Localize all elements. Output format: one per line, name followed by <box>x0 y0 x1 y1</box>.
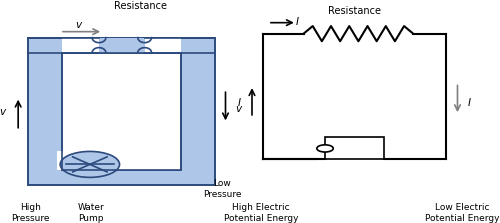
Circle shape <box>317 145 334 152</box>
Text: $v$: $v$ <box>74 20 83 30</box>
Text: $I$: $I$ <box>468 95 472 107</box>
Text: Resistance: Resistance <box>114 1 166 11</box>
FancyBboxPatch shape <box>62 53 181 170</box>
Text: $I$: $I$ <box>296 15 300 27</box>
Text: +: + <box>328 142 338 155</box>
FancyBboxPatch shape <box>28 38 216 185</box>
FancyBboxPatch shape <box>94 38 149 53</box>
Text: −: − <box>372 141 384 155</box>
Text: High
Pressure: High Pressure <box>11 203 50 223</box>
FancyBboxPatch shape <box>57 151 122 170</box>
Text: Water
Pump: Water Pump <box>78 203 104 223</box>
Text: $I$: $I$ <box>238 95 242 107</box>
Circle shape <box>60 151 120 177</box>
FancyBboxPatch shape <box>144 38 181 53</box>
FancyBboxPatch shape <box>64 166 180 170</box>
Text: Low
Pressure: Low Pressure <box>203 179 241 199</box>
Text: Power
Supply: Power Supply <box>347 139 376 158</box>
Text: $v$: $v$ <box>235 103 244 114</box>
FancyBboxPatch shape <box>325 137 384 159</box>
Text: High Electric
Potential Energy: High Electric Potential Energy <box>224 203 298 223</box>
Text: Low Electric
Potential Energy: Low Electric Potential Energy <box>425 203 500 223</box>
Text: Resistance: Resistance <box>328 6 381 16</box>
Text: $v$: $v$ <box>0 107 7 116</box>
FancyBboxPatch shape <box>62 38 99 53</box>
